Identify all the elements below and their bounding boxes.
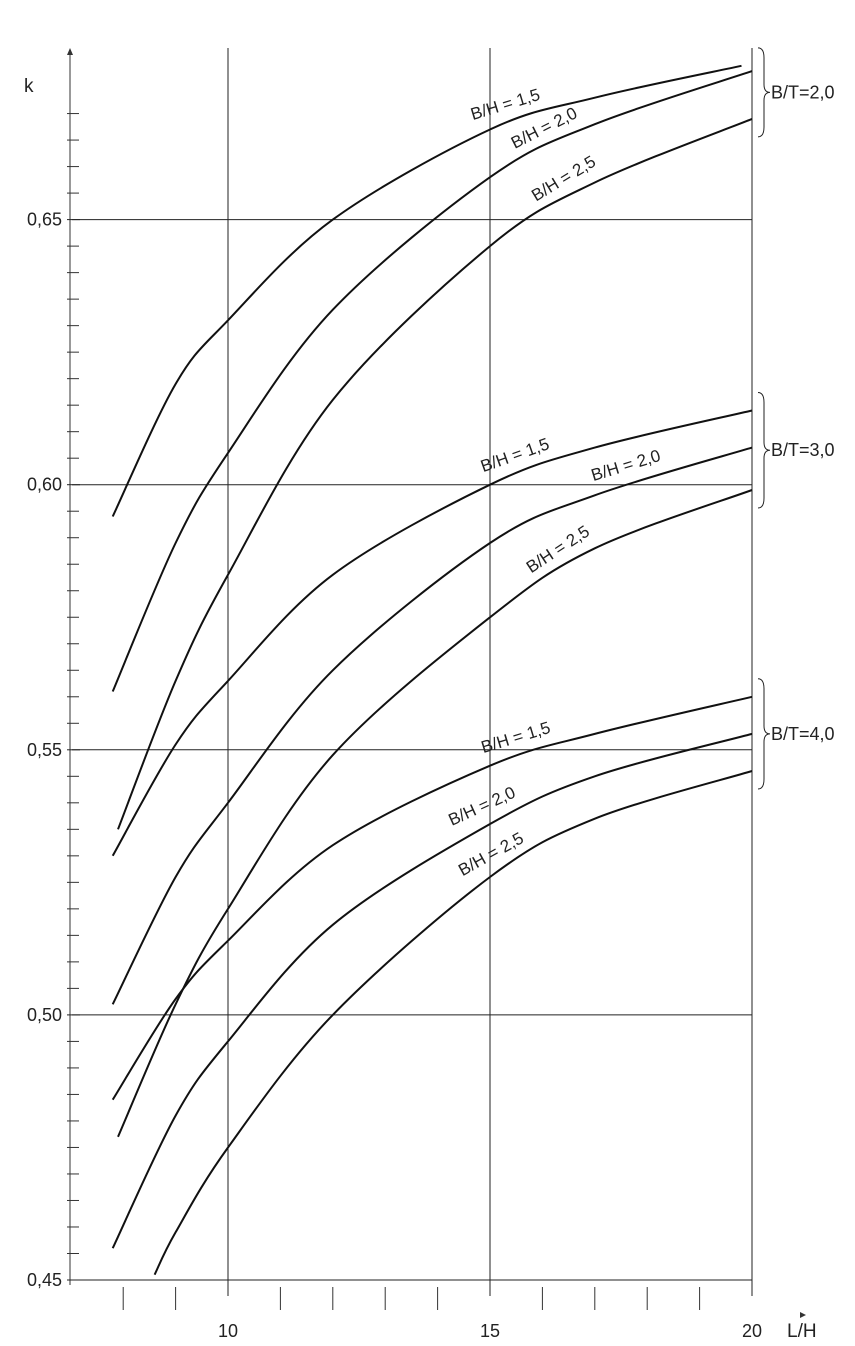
y-axis-label: k	[24, 76, 34, 97]
group-label: B/T=4,0	[771, 724, 835, 744]
y-axis-arrow-icon	[67, 48, 73, 55]
group-label: B/T=3,0	[771, 440, 835, 460]
curve-line	[111, 446, 753, 1005]
curve-labels: B/H = 1,5B/H = 2,0B/H = 2,5B/H = 1,5 B/H …	[446, 85, 663, 880]
x-axis-arrow-icon	[800, 1312, 806, 1318]
y-tick-label: 0,60	[27, 475, 62, 495]
curve-label: B/H = 2,0	[446, 783, 519, 830]
curve-label: B/H = 1,5	[468, 85, 542, 124]
x-axis-label: L/H	[787, 1321, 817, 1342]
x-tick-label: 10	[218, 1321, 238, 1341]
x-tick-label: 20	[742, 1321, 762, 1341]
group-brackets: B/T=2,0 B/T=3,0 B/T=4,0	[757, 47, 835, 790]
group-brace-icon	[757, 678, 771, 790]
grid	[72, 48, 753, 1296]
group-label: B/T=2,0	[771, 82, 835, 102]
curve-label: B/H = 1,5	[478, 434, 552, 476]
curve-line	[111, 70, 753, 692]
y-tick-label: 0,50	[27, 1005, 62, 1025]
curve-line	[153, 770, 753, 1276]
curves	[111, 64, 753, 1276]
curve-label: B/H = 2,0	[589, 446, 663, 485]
y-tick-label: 0,55	[27, 740, 62, 760]
y-tick-label: 0,65	[27, 210, 62, 230]
ticks: 0,45 0,50 0,55 0,60 0,65 10 15 20	[27, 113, 762, 1341]
group-brace-icon	[757, 391, 771, 509]
axes: k L/H	[24, 48, 817, 1342]
curve-line	[117, 117, 753, 830]
group-brace-icon	[757, 47, 771, 138]
curve-line	[111, 695, 753, 1101]
x-tick-label: 15	[480, 1321, 500, 1341]
curve-line	[117, 489, 753, 1138]
curve-line	[111, 732, 753, 1249]
y-tick-label: 0,45	[27, 1270, 62, 1290]
curve-line	[111, 64, 742, 517]
curve-line	[111, 409, 753, 857]
curve-label: B/H = 2,5	[455, 829, 527, 880]
